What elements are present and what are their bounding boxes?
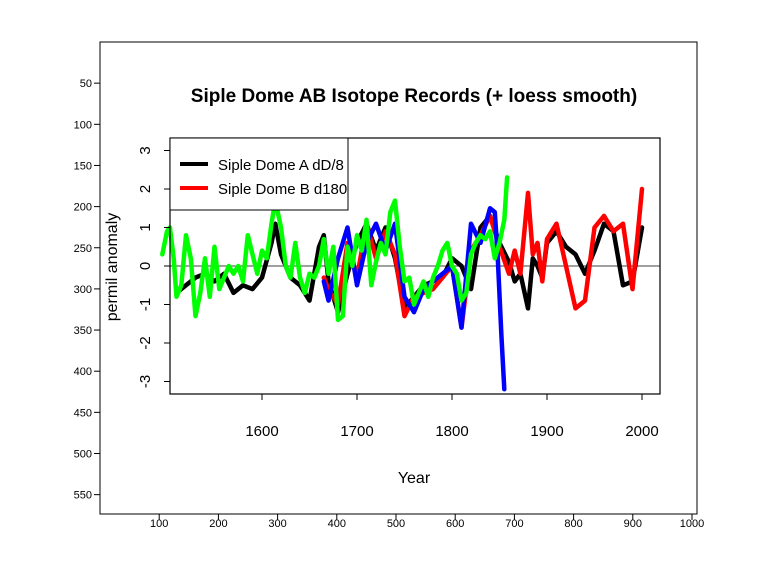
y-tick-label: 1	[137, 223, 154, 231]
outer-y-tick-label: 550	[74, 490, 92, 502]
outer-y-tick-label: 200	[74, 202, 92, 214]
series-group	[160, 175, 645, 392]
legend-box	[169, 137, 349, 211]
outer-x-tick-label: 900	[624, 518, 642, 530]
outer-x-tick-label: 1000	[680, 518, 704, 530]
outer-y-axis: 50 100 150 200 250 300 350 400 450 500 550	[74, 78, 100, 502]
outer-x-tick-label: 600	[446, 518, 464, 530]
y-tick-label: -3	[137, 375, 154, 388]
y-tick-label: 0	[137, 262, 154, 270]
legend: Siple Dome A dD/8 Siple Dome B d180	[169, 137, 349, 211]
outer-y-tick-label: 500	[74, 449, 92, 461]
outer-x-tick-label: 800	[564, 518, 582, 530]
series-line-3	[160, 175, 510, 323]
inner-y-axis: -3 -2 -1 0 1 2 3	[137, 146, 170, 388]
outer-y-tick-label: 350	[74, 325, 92, 337]
y-tick-label: -2	[137, 336, 154, 349]
outer-y-tick-label: 100	[74, 119, 92, 131]
chart-title: Siple Dome AB Isotope Records (+ loess s…	[191, 86, 637, 107]
legend-label-a: Siple Dome A dD/8	[218, 157, 344, 174]
x-tick-label: 1800	[435, 423, 468, 440]
x-tick-label: 1600	[245, 423, 278, 440]
outer-y-tick-label: 450	[74, 407, 92, 419]
y-tick-label: 2	[137, 185, 154, 193]
y-tick-label: 3	[137, 146, 154, 154]
x-tick-label: 1900	[530, 423, 563, 440]
outer-x-axis: 100 200 300 400 500 600 700 800 900 1000	[150, 514, 704, 530]
outer-y-tick-label: 400	[74, 366, 92, 378]
outer-y-tick-label: 150	[74, 160, 92, 172]
outer-y-tick-label: 50	[80, 78, 92, 90]
y-tick-label: -1	[137, 298, 154, 311]
inner-x-axis: 1600 1700 1800 1900 2000	[245, 394, 659, 440]
x-tick-label: 1700	[340, 423, 373, 440]
x-tick-label: 2000	[625, 423, 658, 440]
outer-x-tick-label: 300	[268, 518, 286, 530]
outer-x-tick-label: 400	[328, 518, 346, 530]
outer-x-tick-label: 500	[387, 518, 405, 530]
legend-label-b: Siple Dome B d180	[218, 181, 347, 198]
outer-plot-frame	[99, 41, 698, 515]
outer-y-tick-label: 250	[74, 243, 92, 255]
outer-x-tick-label: 700	[505, 518, 523, 530]
x-axis-label: Year	[398, 470, 431, 487]
outer-x-tick-label: 100	[150, 518, 168, 530]
outer-x-tick-label: 200	[209, 518, 227, 530]
y-axis-label: permil anomaly	[104, 213, 121, 321]
outer-y-tick-label: 300	[74, 284, 92, 296]
